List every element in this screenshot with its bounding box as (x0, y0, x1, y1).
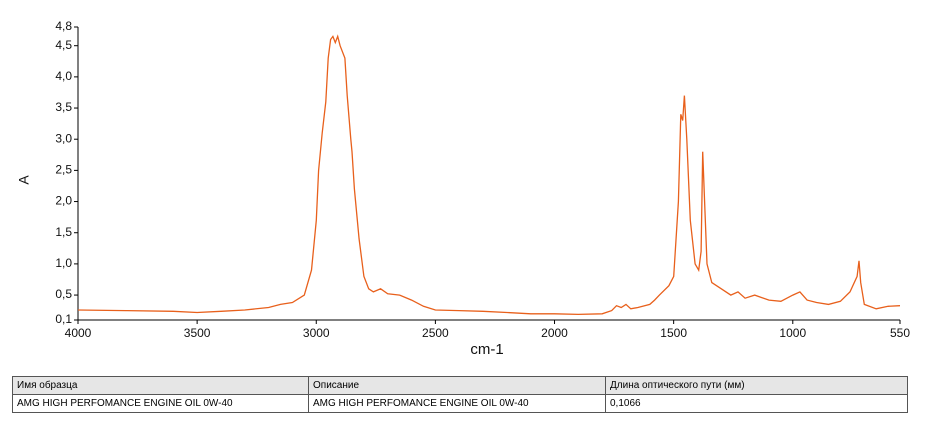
y-tick-label: 3,5 (55, 100, 72, 114)
y-axis-label: A (16, 175, 32, 185)
info-table: Имя образца Описание Длина оптического п… (12, 376, 908, 413)
y-tick-label: 1,5 (55, 225, 72, 239)
y-tick-label: 3,0 (55, 131, 72, 145)
cell: AMG HIGH PERFOMANCE ENGINE OIL 0W-40 (12, 394, 309, 413)
y-tick-label: 4,0 (55, 69, 72, 83)
y-tick-label: 0,5 (55, 287, 72, 301)
header-cell: Описание (308, 376, 606, 395)
header-row: Имя образца Описание Длина оптического п… (12, 376, 908, 395)
cell: AMG HIGH PERFOMANCE ENGINE OIL 0W-40 (308, 394, 606, 413)
x-tick-label: 4000 (65, 326, 92, 340)
header-cell: Длина оптического пути (мм) (605, 376, 908, 395)
y-tick-label: 0,1 (55, 312, 72, 326)
data-row: AMG HIGH PERFOMANCE ENGINE OIL 0W-40 AMG… (12, 394, 908, 413)
chart: A cm-1 0,1 0,5 1,0 1,5 2,0 2,5 3,0 3,5 4,0 4,5 4,8… (16, 19, 911, 358)
x-tick-label: 1000 (779, 326, 806, 340)
x-tick-label: 1500 (660, 326, 687, 340)
x-tick-label: 3500 (184, 326, 211, 340)
x-tick-label: 550 (890, 326, 910, 340)
x-axis-label: cm-1 (470, 341, 503, 358)
cell: 0,1066 (605, 394, 908, 413)
x-tick-label: 2000 (541, 326, 568, 340)
y-tick-label: 1,0 (55, 256, 72, 270)
x-tick-label: 2500 (422, 326, 449, 340)
y-tick-label: 2,5 (55, 163, 72, 177)
y-tick-label: 2,0 (55, 194, 72, 208)
spectrum-line (77, 34, 901, 316)
y-tick-label: 4,8 (55, 19, 72, 33)
y-tick-label: 4,5 (55, 38, 72, 52)
header-cell: Имя образца (12, 376, 309, 395)
x-tick-label: 3000 (303, 326, 330, 340)
